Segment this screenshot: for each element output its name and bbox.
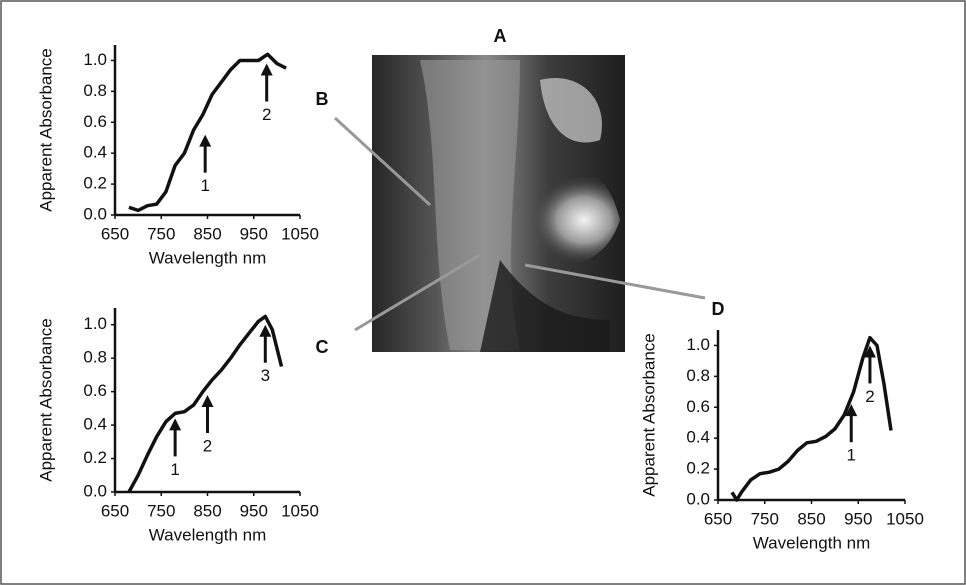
y-tick-label: 0.4 <box>686 428 710 447</box>
y-tick-label: 0.2 <box>83 448 107 467</box>
y-axis-label: Apparent Absorbance <box>36 48 55 212</box>
annotation-label: 1 <box>200 176 209 195</box>
x-tick-label: 650 <box>101 501 129 520</box>
x-axis-label: Wavelength nm <box>753 533 870 552</box>
x-tick-label: 650 <box>704 509 732 528</box>
y-tick-label: 1.0 <box>83 50 107 69</box>
x-tick-label: 950 <box>240 501 268 520</box>
annotation-arrow <box>199 134 212 173</box>
y-tick-label: 0.0 <box>83 481 107 500</box>
annotation-arrow <box>259 324 272 363</box>
arrow-head <box>845 404 858 417</box>
panel-label: C <box>316 337 329 357</box>
y-tick-label: 0.6 <box>83 112 107 131</box>
annotation-label: 2 <box>203 436 212 455</box>
arrow-head <box>260 63 273 76</box>
y-tick-label: 0.4 <box>83 143 107 162</box>
annotation-label: 2 <box>865 387 874 406</box>
x-tick-label: 750 <box>147 501 175 520</box>
arrow-head <box>169 418 182 431</box>
annotation-label: 1 <box>170 460 179 479</box>
arrow-head <box>199 134 212 147</box>
spectrum-line <box>730 335 893 502</box>
tissue-image <box>372 55 625 352</box>
spectrum-line <box>127 314 284 493</box>
annotation-label: 1 <box>847 446 856 465</box>
y-tick-label: 0.2 <box>83 174 107 193</box>
y-tick-label: 0.6 <box>686 397 710 416</box>
y-tick-label: 0.8 <box>686 366 710 385</box>
arrow-head <box>201 394 214 407</box>
x-tick-label: 1050 <box>886 509 924 528</box>
y-tick-label: 1.0 <box>686 335 710 354</box>
arrow-head <box>259 324 272 337</box>
x-tick-label: 1050 <box>281 224 319 243</box>
x-tick-label: 750 <box>751 509 779 528</box>
x-axis-label: Wavelength nm <box>149 248 266 267</box>
y-tick-label: 0.4 <box>83 415 107 434</box>
y-tick-label: 0.8 <box>83 348 107 367</box>
y-tick-label: 0.0 <box>83 204 107 223</box>
x-tick-label: 950 <box>844 509 872 528</box>
annotation-arrow <box>201 394 214 433</box>
annotation-arrow <box>169 418 182 457</box>
x-tick-label: 650 <box>101 224 129 243</box>
connectors <box>333 116 706 332</box>
x-tick-label: 850 <box>193 501 221 520</box>
annotation-label: 2 <box>262 105 271 124</box>
annotation-arrow <box>845 404 858 443</box>
y-tick-label: 0.0 <box>686 489 710 508</box>
x-tick-label: 1050 <box>281 501 319 520</box>
y-axis-label: Apparent Absorbance <box>639 333 658 497</box>
arrow-head <box>863 345 876 358</box>
x-tick-label: 750 <box>147 224 175 243</box>
x-tick-label: 850 <box>797 509 825 528</box>
annotation-arrow <box>863 345 876 384</box>
annotation-label: 3 <box>261 366 270 385</box>
spectrum-line <box>128 52 287 213</box>
x-tick-label: 950 <box>240 224 268 243</box>
y-tick-label: 0.8 <box>83 81 107 100</box>
y-tick-label: 0.2 <box>686 459 710 478</box>
x-axis-label: Wavelength nm <box>149 525 266 544</box>
panel-label: D <box>712 299 725 319</box>
panel-label: B <box>316 89 329 109</box>
y-tick-label: 0.6 <box>83 381 107 400</box>
x-tick-label: 850 <box>193 224 221 243</box>
image-label: A <box>494 26 507 46</box>
y-tick-label: 1.0 <box>83 314 107 333</box>
y-axis-label: Apparent Absorbance <box>36 318 55 482</box>
annotation-arrow <box>260 63 273 102</box>
